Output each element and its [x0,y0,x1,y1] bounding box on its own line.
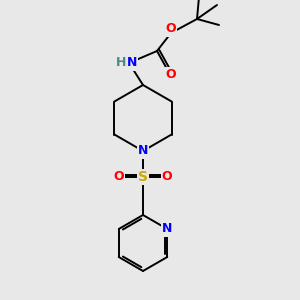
Text: S: S [138,170,148,184]
Text: N: N [127,56,137,70]
Text: O: O [114,170,124,184]
Text: N: N [138,145,148,158]
Text: O: O [166,22,176,35]
Text: N: N [138,145,148,158]
Text: H: H [116,56,126,68]
Text: O: O [162,170,172,184]
Text: N: N [162,223,172,236]
Text: O: O [166,68,176,80]
